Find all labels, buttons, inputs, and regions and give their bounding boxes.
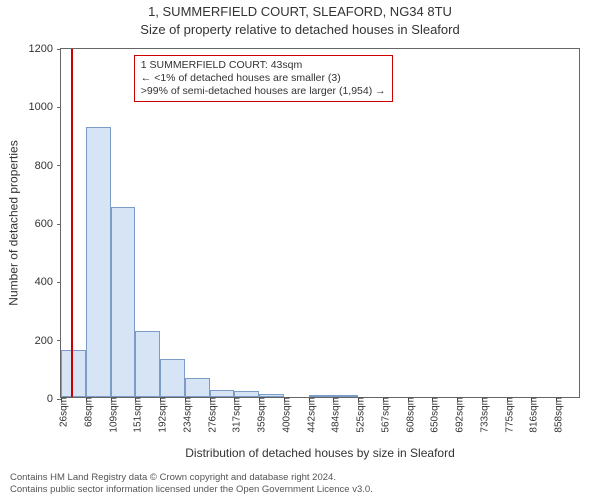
plot-area: 02004006008001000120026sqm68sqm109sqm151… bbox=[60, 48, 580, 398]
info-box-line: >99% of semi-detached houses are larger … bbox=[141, 85, 386, 98]
histogram-bar bbox=[210, 390, 235, 397]
x-tick-label: 276sqm bbox=[201, 397, 218, 433]
property-info-box: 1 SUMMERFIELD COURT: 43sqm← <1% of detac… bbox=[134, 55, 393, 102]
property-marker-line bbox=[71, 49, 73, 397]
x-tick-label: 68sqm bbox=[77, 397, 94, 427]
y-tick-label: 200 bbox=[35, 335, 61, 347]
y-tick-label: 600 bbox=[35, 218, 61, 230]
x-tick-label: 858sqm bbox=[548, 397, 565, 433]
footer-line-1: Contains HM Land Registry data © Crown c… bbox=[10, 472, 590, 484]
x-tick-label: 317sqm bbox=[226, 397, 243, 433]
figure-container: 1, SUMMERFIELD COURT, SLEAFORD, NG34 8TU… bbox=[0, 0, 600, 500]
x-tick-label: 567sqm bbox=[374, 397, 391, 433]
x-tick-label: 442sqm bbox=[300, 397, 317, 433]
histogram-bar bbox=[135, 331, 160, 397]
footer-line-2: Contains public sector information licen… bbox=[10, 484, 590, 496]
x-tick-label: 650sqm bbox=[424, 397, 441, 433]
x-tick-label: 525sqm bbox=[350, 397, 367, 433]
x-tick-label: 26sqm bbox=[53, 397, 70, 427]
histogram-bar bbox=[86, 127, 111, 397]
x-tick-label: 608sqm bbox=[399, 397, 416, 433]
x-tick-label: 816sqm bbox=[523, 397, 540, 433]
info-box-line: ← <1% of detached houses are smaller (3) bbox=[141, 72, 386, 85]
x-tick-label: 234sqm bbox=[176, 397, 193, 433]
x-tick-label: 733sqm bbox=[473, 397, 490, 433]
chart-title-main: 1, SUMMERFIELD COURT, SLEAFORD, NG34 8TU bbox=[0, 4, 600, 19]
x-tick-label: 359sqm bbox=[251, 397, 268, 433]
x-tick-label: 400sqm bbox=[275, 397, 292, 433]
chart-title-sub: Size of property relative to detached ho… bbox=[0, 22, 600, 37]
x-axis-label: Distribution of detached houses by size … bbox=[60, 446, 580, 460]
y-tick-label: 1000 bbox=[29, 101, 61, 113]
y-tick-label: 1200 bbox=[29, 43, 61, 55]
footer-attribution: Contains HM Land Registry data © Crown c… bbox=[10, 472, 590, 496]
y-tick-label: 400 bbox=[35, 276, 61, 288]
y-axis-label: Number of detached properties bbox=[4, 48, 24, 398]
histogram-bar bbox=[185, 378, 210, 397]
y-tick-label: 800 bbox=[35, 160, 61, 172]
x-tick-label: 775sqm bbox=[498, 397, 515, 433]
histogram-bar bbox=[160, 359, 185, 397]
x-tick-label: 109sqm bbox=[102, 397, 119, 433]
x-tick-label: 192sqm bbox=[152, 397, 169, 433]
histogram-bar bbox=[111, 207, 136, 397]
x-tick-label: 692sqm bbox=[449, 397, 466, 433]
x-tick-label: 151sqm bbox=[127, 397, 144, 433]
info-box-line: 1 SUMMERFIELD COURT: 43sqm bbox=[141, 59, 386, 72]
x-tick-label: 484sqm bbox=[325, 397, 342, 433]
histogram-bar bbox=[61, 350, 86, 397]
